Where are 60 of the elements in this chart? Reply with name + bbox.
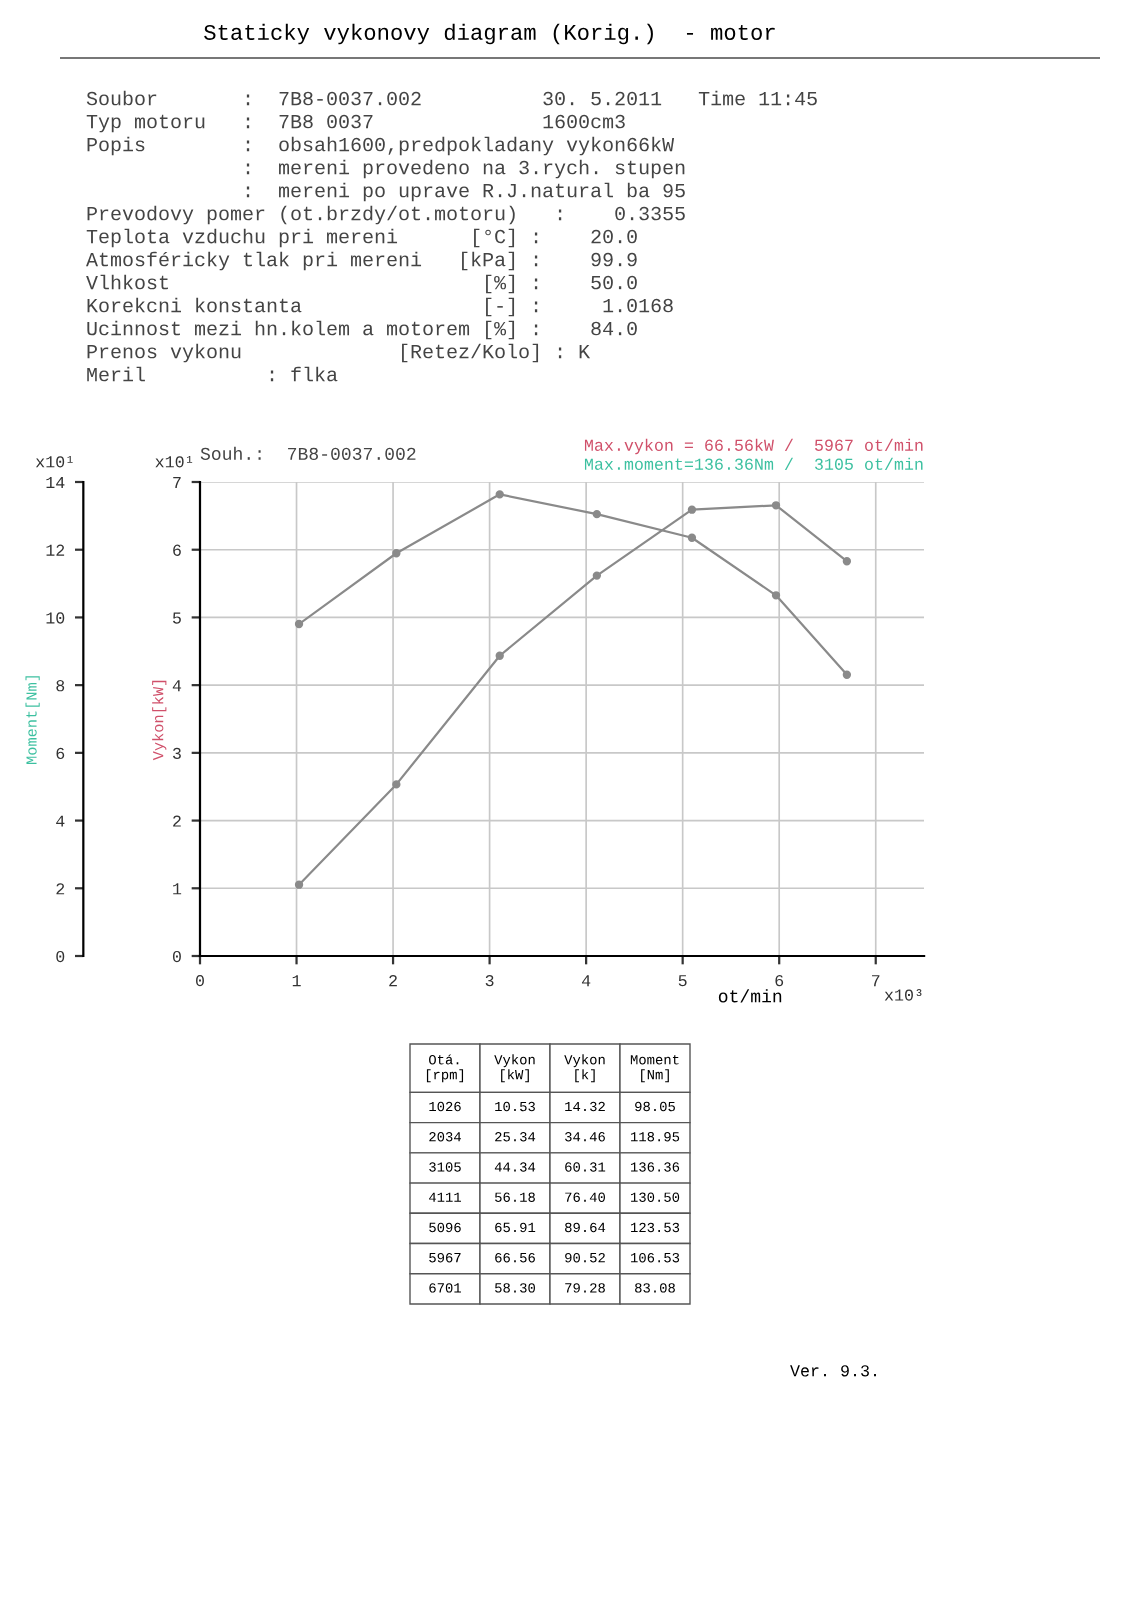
x-tick-label: 4	[581, 975, 591, 987]
y-tick-label: 5	[172, 612, 181, 624]
x-axis-title: ot/min	[718, 989, 782, 1003]
point	[842, 670, 852, 679]
text: Atmosféricky tlak pri mereni [kPa] : 99.9	[86, 251, 637, 271]
y-tick-label: 4	[172, 680, 182, 692]
y-tick-label: 2	[173, 815, 181, 827]
text: Soubor : 7B8-0037.002 30. 5.2011 Time 11:45	[86, 90, 817, 106]
point	[495, 490, 504, 499]
point	[294, 880, 304, 889]
text: Prenos vykonu [Retez/Kolo] : K	[87, 343, 591, 363]
text: x10³	[884, 989, 922, 1001]
text: Max.moment=136.36Nm / 3105 ot/min	[584, 457, 923, 470]
y-tick-label: 6	[173, 544, 181, 556]
y2-tick-label: 4	[56, 815, 65, 827]
point	[592, 510, 602, 519]
x-tick-label: 2	[389, 974, 397, 987]
text: : mereni provedeno na 3.rych. stupen	[246, 159, 685, 179]
x-tick-label: 1	[292, 975, 301, 987]
text: Popis : obsah1600,predpokladany vykon66kW	[87, 136, 675, 156]
text: Prevodovy pomer (ot.brzdy/ot.motoru) : 0.3355	[87, 205, 685, 225]
y2-tick-label: 2	[56, 883, 65, 895]
text: x10¹	[155, 455, 193, 468]
point	[842, 557, 852, 566]
text: Ucinnost mezi hn.kolem a motorem [%] : 84.0	[87, 320, 637, 340]
text: Max.vykon = 66.56kW / 5967 ot/min	[584, 438, 923, 455]
y2-tick-label: 0	[56, 950, 65, 963]
text: x10¹	[35, 455, 73, 468]
y-tick-label: 7	[173, 477, 181, 489]
text: Vlhkost [%] : 50.0	[86, 274, 637, 294]
point	[771, 591, 781, 600]
x-tick-label: 7	[872, 975, 880, 987]
text: Typ motoru : 7B8 0037 1600cm3	[86, 114, 625, 133]
x-tick-label: 3	[485, 974, 494, 987]
y-tick-label: 0	[172, 950, 181, 963]
point	[294, 619, 304, 629]
x-tick-label: 5	[678, 975, 687, 987]
chart-title: Souh.: 7B8-0037.002	[200, 446, 416, 460]
y2-tick-label: 14	[46, 477, 65, 489]
y2-tick-label: 12	[46, 544, 65, 556]
point	[687, 533, 697, 542]
y2-tick-label: 8	[56, 680, 65, 692]
point	[495, 651, 504, 660]
text: : mereni po uprave R.J.natural ba 95	[246, 182, 685, 202]
point	[687, 505, 697, 514]
y2-tick-label: 10	[46, 612, 65, 624]
y-tick-label: 1	[173, 883, 182, 895]
text: Meril : flka	[87, 366, 338, 382]
x-tick-label: 0	[196, 974, 204, 987]
y-tick-label: 3	[172, 747, 181, 760]
point	[392, 780, 401, 789]
text: Staticky vykonovy diagram (Korig.) - motor	[204, 23, 775, 45]
point	[592, 571, 602, 580]
text: Korekcni konstanta [-] : 1.0168	[87, 297, 673, 317]
y2-tick-label: 6	[56, 747, 65, 760]
point	[392, 549, 401, 558]
x-tick-label: 6	[775, 974, 784, 987]
text: Teplota vzduchu pri mereni [°C] : 20.0	[86, 228, 637, 248]
text: Ver. 9.3.	[790, 1365, 876, 1377]
point	[771, 501, 781, 510]
